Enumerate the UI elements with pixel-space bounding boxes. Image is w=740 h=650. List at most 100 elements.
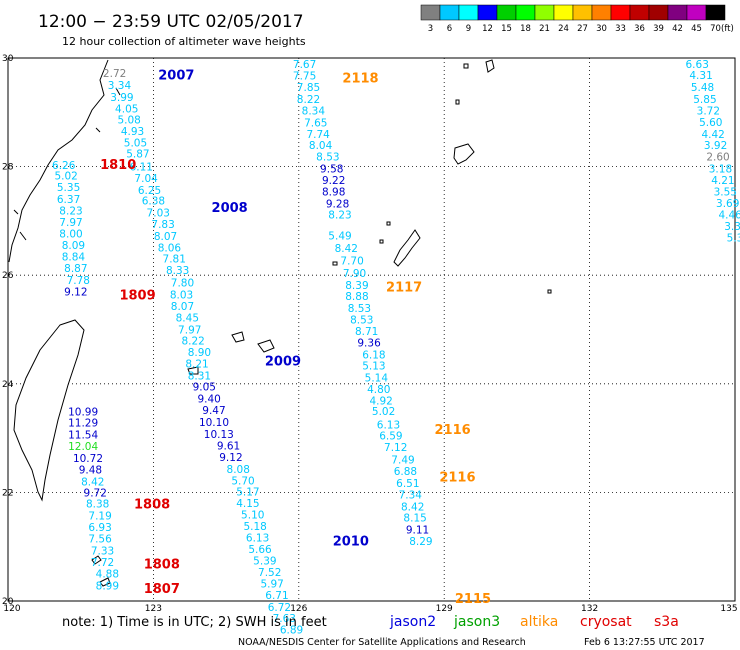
wave-height-value: 3.55 bbox=[714, 186, 737, 198]
pass-number-label: 2117 bbox=[386, 280, 422, 295]
wave-height-value: 3.92 bbox=[704, 140, 727, 152]
lat-tick-label: 22 bbox=[2, 488, 13, 498]
wave-height-value: 11.54 bbox=[68, 430, 98, 442]
wave-height-value: 6.18 bbox=[362, 349, 385, 361]
color-scale-label: 12 bbox=[482, 24, 493, 34]
wave-height-value: 6.71 bbox=[265, 590, 288, 602]
wave-height-value: 11.29 bbox=[68, 418, 98, 430]
wave-height-value: 8.06 bbox=[158, 242, 182, 254]
pass-number-label: 2008 bbox=[212, 201, 248, 216]
color-scale-bar: 3 6 9 12 15 18 21 24 27 30 33 36 39 42 45 70 (ft) bbox=[420, 4, 734, 34]
color-scale-label: 45 bbox=[691, 24, 702, 34]
wave-height-value: 9.11 bbox=[406, 525, 429, 537]
wave-height-value: 7.19 bbox=[88, 511, 111, 523]
wave-height-value: 5.14 bbox=[365, 373, 389, 385]
wave-height-value: 7.97 bbox=[178, 324, 201, 336]
wave-height-value: 8.22 bbox=[297, 94, 320, 106]
wave-height-value: 4.80 bbox=[367, 384, 390, 396]
wave-height-value: 5.48 bbox=[691, 82, 714, 94]
wave-height-value: 6.11 bbox=[130, 161, 153, 173]
wave-height-value: 6.26 bbox=[52, 160, 76, 172]
satellite-name-jason2: jason2 bbox=[389, 614, 436, 630]
color-scale-unit: (ft) bbox=[721, 24, 734, 34]
pass-number-label: 2010 bbox=[333, 535, 369, 550]
pass-number-label: 1808 bbox=[134, 498, 170, 513]
wave-height-value: 3.69 bbox=[716, 198, 739, 210]
wave-height-value: 3.18 bbox=[709, 164, 732, 176]
wave-height-value: 8.42 bbox=[81, 476, 104, 488]
wave-height-value: 5.02 bbox=[54, 171, 77, 183]
lon-tick-label: 129 bbox=[436, 604, 453, 614]
wave-height-value: 6.37 bbox=[57, 194, 80, 206]
color-scale-label: 18 bbox=[520, 24, 531, 34]
wave-height-value: 3.3 bbox=[724, 221, 740, 233]
wave-height-value: 6.38 bbox=[142, 196, 165, 208]
color-scale-label: 15 bbox=[501, 24, 512, 34]
lat-tick-label: 26 bbox=[2, 271, 14, 281]
color-scale-swatch bbox=[477, 4, 498, 21]
batanes-islands bbox=[91, 555, 111, 587]
wave-height-value: 7.34 bbox=[399, 489, 423, 501]
latitude-tick-labels: 20 22 24 26 28 30 bbox=[2, 54, 14, 607]
units-note: note: 1) Time is in UTC; 2) SWH is in fe… bbox=[62, 615, 327, 630]
wave-height-value: 8.38 bbox=[86, 499, 109, 511]
islet bbox=[386, 221, 391, 226]
wave-height-value: 8.39 bbox=[345, 280, 368, 292]
map-title: 12:00 − 23:59 UTC 02/05/2017 bbox=[38, 12, 304, 32]
color-scale-label: 27 bbox=[577, 24, 588, 34]
wave-height-value: 6.88 bbox=[394, 466, 417, 478]
wave-height-value: 5.97 bbox=[260, 578, 283, 590]
wave-height-value: 9.22 bbox=[322, 175, 345, 187]
color-scale-label: 9 bbox=[466, 24, 471, 34]
color-scale-swatch bbox=[591, 4, 612, 21]
wave-height-value: 8.08 bbox=[227, 464, 250, 476]
wave-height-value: 6.72 bbox=[268, 602, 291, 614]
wave-height-value: 8.98 bbox=[322, 186, 345, 198]
wave-height-value: 8.15 bbox=[403, 513, 426, 525]
wave-height-value: 7.75 bbox=[293, 71, 316, 83]
lon-tick-label: 123 bbox=[145, 604, 162, 614]
islet bbox=[379, 239, 384, 244]
wave-height-value: 9.12 bbox=[219, 452, 242, 464]
wave-height-value: 5.60 bbox=[699, 117, 722, 129]
wave-height-value: 6.13 bbox=[377, 419, 400, 431]
wave-height-value: 7.52 bbox=[258, 567, 281, 579]
wave-height-value: 5.10 bbox=[241, 509, 264, 521]
wave-height-value: 9.58 bbox=[320, 164, 343, 176]
wave-height-value: 6.63 bbox=[686, 59, 709, 71]
color-scale-label: 70 bbox=[710, 24, 721, 34]
wave-height-value: 7.63 bbox=[273, 613, 296, 625]
color-scale-label: 6 bbox=[447, 24, 452, 34]
wave-height-value: 5.85 bbox=[693, 94, 716, 106]
pass-labels: 2007 2118 1810 2008 2117 1809 2009 2116 2116 1808… bbox=[100, 69, 491, 607]
wave-height-value: 8.00 bbox=[59, 229, 82, 241]
wave-height-value: 7.81 bbox=[163, 254, 186, 266]
wave-height-value: 8.90 bbox=[188, 347, 211, 359]
wave-height-value: 8.07 bbox=[154, 231, 177, 243]
wave-height-value: 3.34 bbox=[108, 80, 132, 92]
wave-height-value: 6.25 bbox=[138, 185, 161, 197]
china-coastline bbox=[8, 59, 109, 263]
wave-height-value: 7.90 bbox=[343, 268, 366, 280]
lat-tick-label: 20 bbox=[2, 597, 14, 607]
color-scale-label: 24 bbox=[558, 24, 569, 34]
wave-height-value: 2.60 bbox=[706, 152, 729, 164]
wave-height-value: 5.02 bbox=[372, 406, 395, 418]
color-scale-swatch bbox=[610, 4, 631, 21]
color-scale-swatch bbox=[496, 4, 517, 21]
wave-height-value: 12.04 bbox=[68, 441, 98, 453]
color-scale-swatch bbox=[572, 4, 593, 21]
okinawa-island bbox=[393, 229, 421, 267]
lon-tick-label: 132 bbox=[581, 604, 598, 614]
wave-height-value: 8.71 bbox=[355, 326, 378, 338]
wave-height-value: 8.33 bbox=[166, 265, 189, 277]
wave-height-value: 7.85 bbox=[297, 82, 320, 94]
wave-height-value: 9.72 bbox=[84, 488, 107, 500]
wave-height-value: 8.21 bbox=[185, 359, 208, 371]
map-subtitle: 12 hour collection of altimeter wave hei… bbox=[62, 35, 306, 48]
color-scale-swatch bbox=[420, 4, 441, 21]
pass-number-label: 1808 bbox=[144, 557, 180, 572]
yakushima-island bbox=[485, 59, 495, 73]
wave-height-value: 7.33 bbox=[91, 545, 114, 557]
